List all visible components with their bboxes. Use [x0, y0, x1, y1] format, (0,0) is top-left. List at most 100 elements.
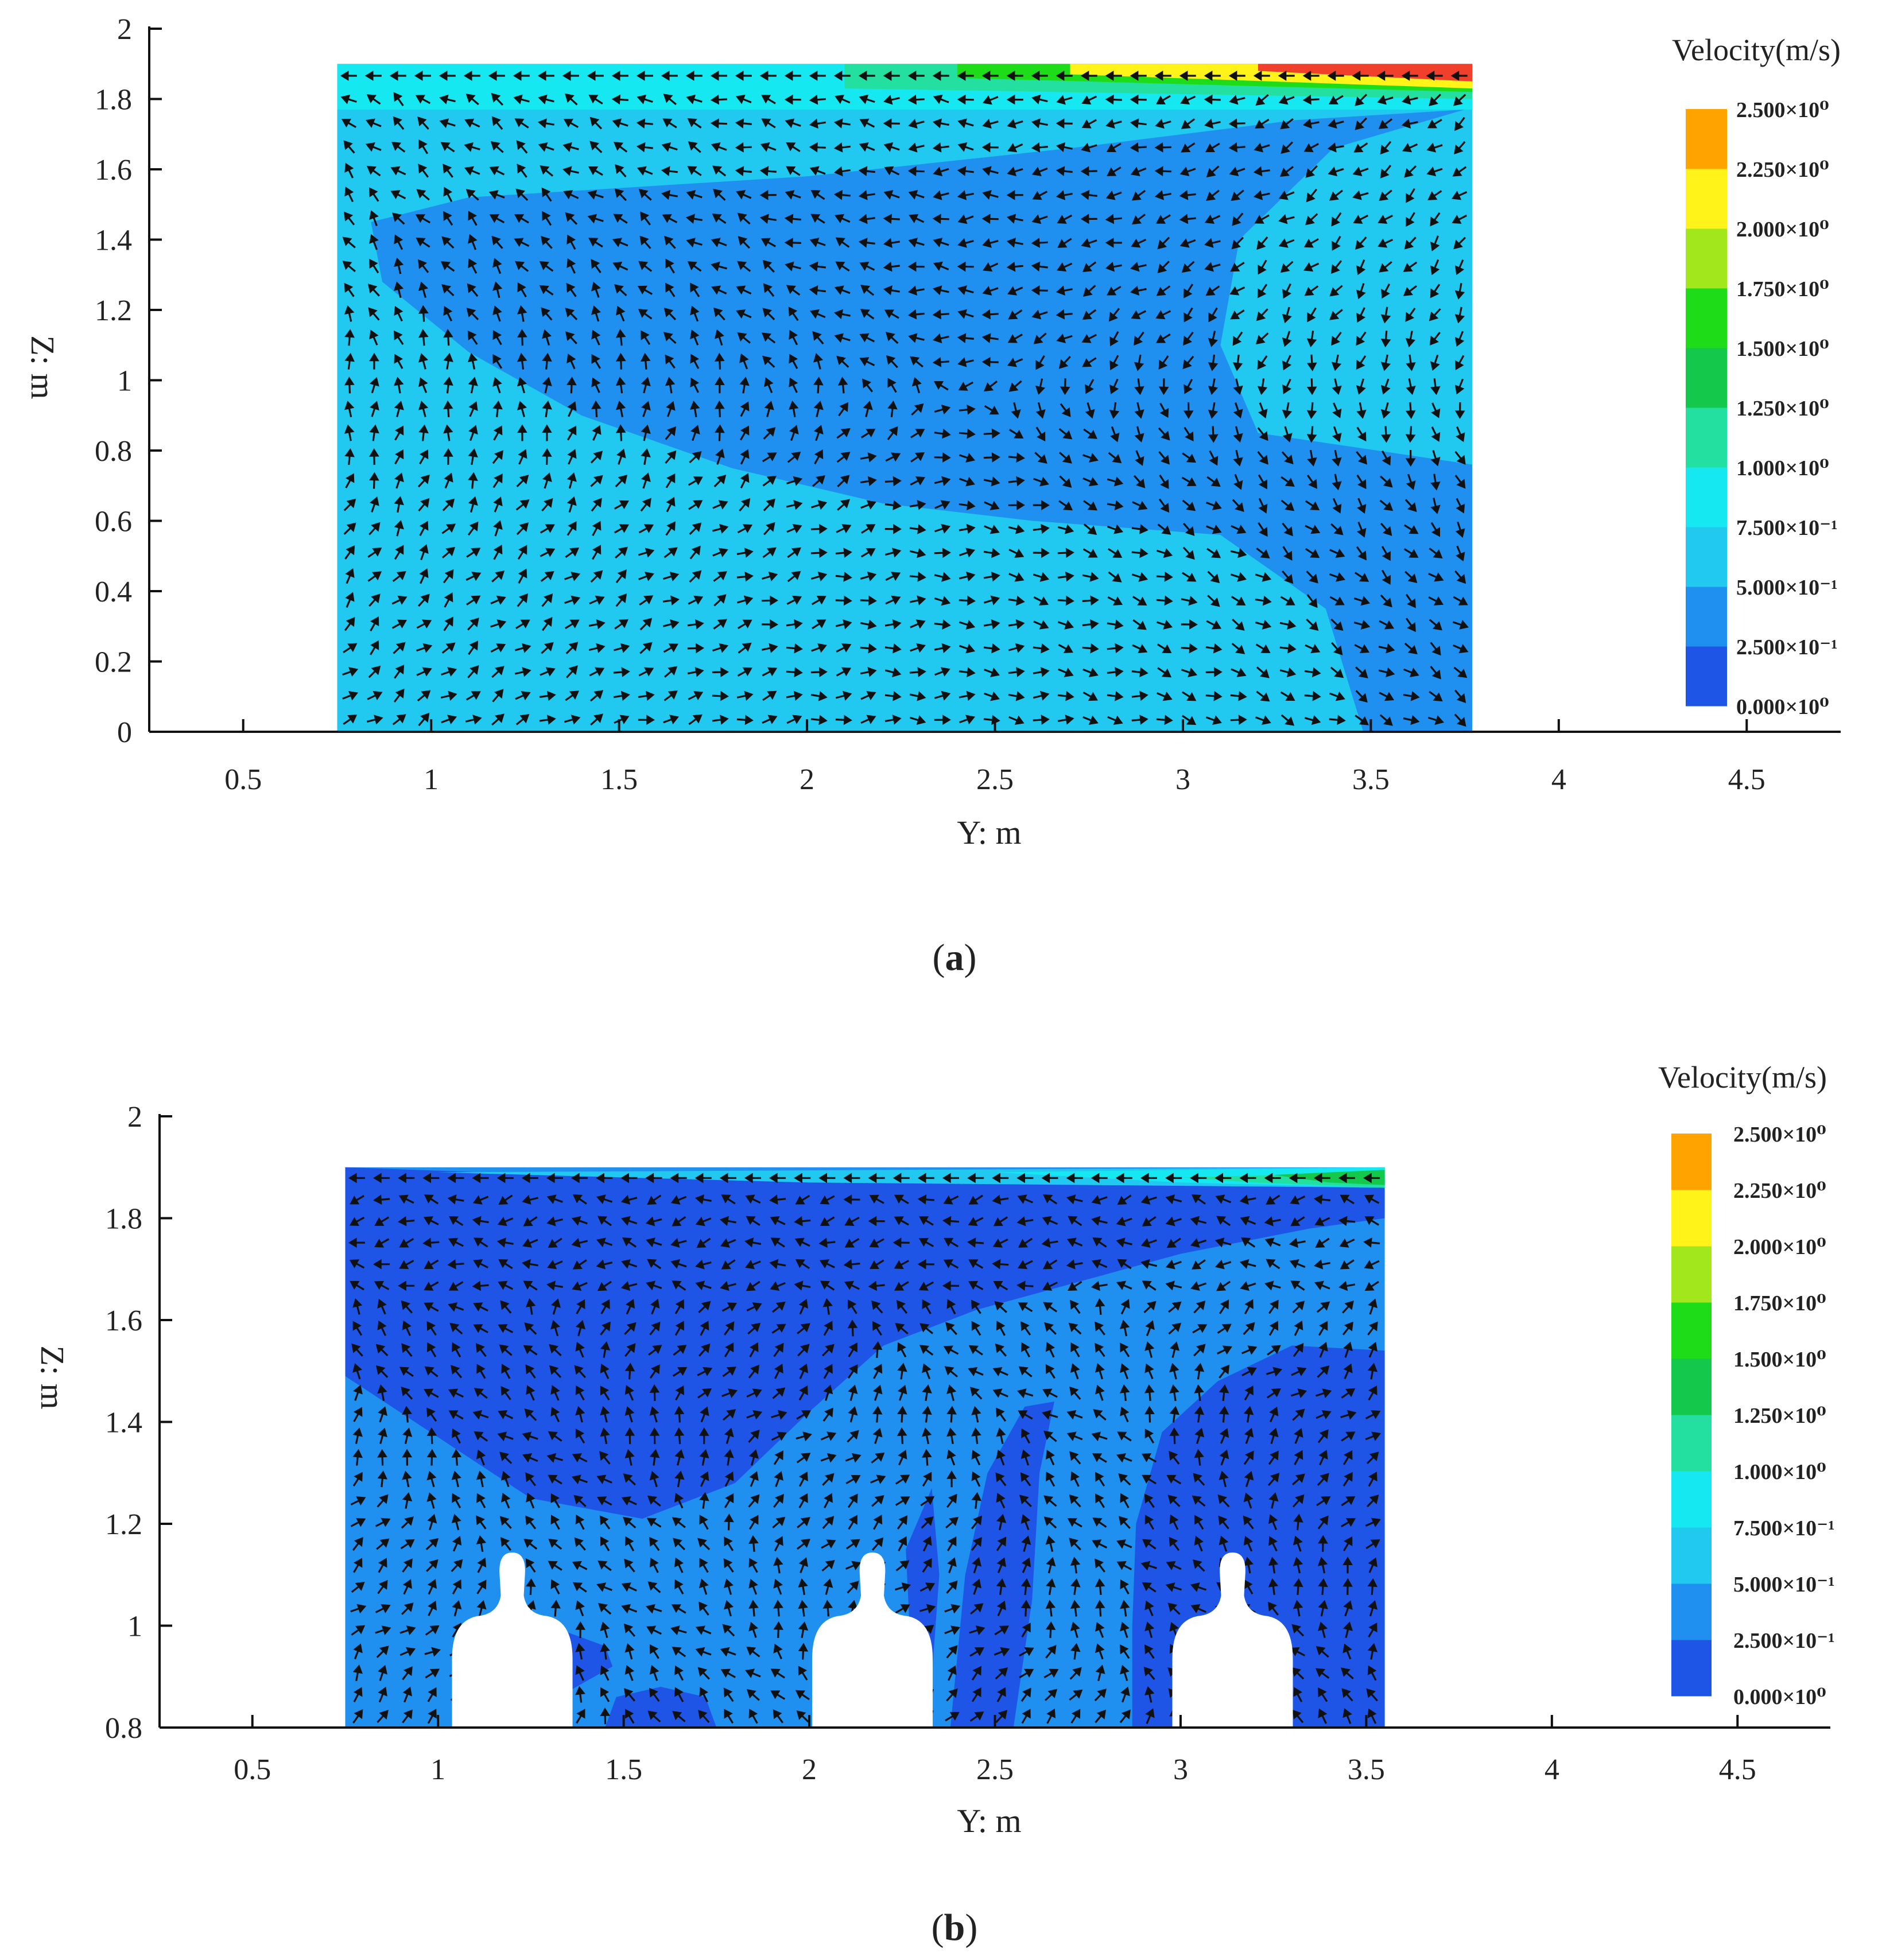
- vector-arrow: [1404, 236, 1417, 250]
- vector-head: [443, 211, 452, 221]
- vector-arrow: [391, 619, 408, 629]
- vector-arrow: [883, 190, 900, 200]
- vector-arrow: [1352, 166, 1369, 177]
- vector-arrow: [1380, 141, 1392, 155]
- vector-arrow: [589, 667, 605, 677]
- vector-arrow: [640, 352, 651, 370]
- vector-head: [449, 1322, 460, 1333]
- vector-arrow: [624, 1322, 637, 1335]
- vector-arrow: [515, 619, 530, 630]
- vector-arrow: [810, 667, 828, 677]
- vector-arrow: [624, 1643, 635, 1660]
- vector-arrow: [546, 1194, 563, 1205]
- vector-arrow: [549, 1344, 562, 1356]
- vector-arrow: [711, 261, 727, 271]
- vector-arrow: [541, 498, 553, 512]
- vector-head: [1130, 166, 1140, 177]
- vector-arrow: [1204, 94, 1221, 105]
- vector-head: [965, 643, 976, 654]
- vector-head: [967, 428, 976, 439]
- vector-arrow: [522, 1453, 538, 1463]
- vector-head: [596, 1237, 606, 1248]
- vector-arrow: [427, 1709, 437, 1724]
- vector-arrow: [738, 642, 752, 654]
- vector-arrow: [712, 643, 729, 653]
- vector-head: [662, 214, 672, 223]
- vector-head: [915, 428, 925, 438]
- vector-arrow: [623, 1473, 636, 1486]
- colorbar-label: 2.250×10⁰: [1736, 158, 1829, 182]
- vector-arrow: [468, 472, 478, 489]
- vector-arrow: [517, 164, 527, 178]
- vector-head: [689, 401, 700, 410]
- vector-arrow: [597, 1560, 612, 1571]
- vector-head: [1112, 453, 1122, 464]
- vector-arrow: [811, 643, 827, 653]
- vector-arrow: [1181, 572, 1197, 582]
- colorbar-band: [1686, 228, 1727, 289]
- vector-head: [474, 1388, 484, 1398]
- vector-head: [932, 142, 942, 153]
- vector-arrow: [496, 1173, 514, 1183]
- vector-arrow: [1081, 95, 1097, 105]
- vector-head: [591, 329, 601, 340]
- vector-head: [1352, 166, 1363, 177]
- vector-head: [1379, 191, 1389, 201]
- vector-arrow: [736, 571, 754, 582]
- vector-arrow: [809, 142, 826, 153]
- vector-head: [416, 237, 426, 247]
- vector-head: [344, 211, 354, 222]
- vector-head: [351, 1343, 361, 1353]
- vector-arrow: [566, 377, 577, 394]
- vector-arrow: [1379, 620, 1395, 630]
- vector-head: [966, 571, 976, 582]
- vector-arrow: [589, 117, 603, 130]
- vector-arrow: [1256, 666, 1270, 678]
- vector-arrow: [957, 118, 974, 129]
- vector-arrow: [377, 1298, 387, 1315]
- vector-arrow: [1257, 427, 1268, 441]
- vector-arrow: [784, 71, 801, 81]
- vector-head: [1181, 143, 1191, 153]
- vector-head: [542, 424, 552, 433]
- vector-arrow: [550, 1515, 560, 1530]
- vector-head: [813, 377, 824, 386]
- vector-head: [624, 1427, 635, 1436]
- vector-head: [517, 377, 527, 387]
- vector-arrow: [812, 475, 825, 487]
- vector-arrow: [859, 261, 875, 271]
- vector-head: [739, 353, 749, 363]
- vector-arrow: [1380, 522, 1392, 536]
- vector-head: [524, 1408, 534, 1418]
- vector-head: [1280, 144, 1291, 154]
- vector-head: [575, 1515, 585, 1525]
- vector-arrow: [496, 1237, 514, 1248]
- vector-head: [638, 261, 649, 270]
- vector-head: [398, 1216, 407, 1227]
- vector-arrow: [860, 452, 877, 463]
- vector-head: [513, 94, 523, 104]
- vector-arrow: [344, 448, 355, 465]
- vector-arrow: [1057, 262, 1073, 272]
- vector-head: [1405, 434, 1416, 443]
- vector-head: [661, 189, 671, 200]
- vector-arrow: [348, 1173, 365, 1183]
- vector-head: [566, 282, 576, 293]
- vector-head: [1380, 434, 1391, 443]
- vector-head: [1262, 595, 1272, 606]
- vector-arrow: [784, 94, 801, 105]
- vector-head: [1258, 479, 1268, 490]
- vector-arrow: [735, 142, 752, 153]
- vector-head: [982, 286, 992, 296]
- vector-head: [1213, 690, 1223, 701]
- velocity-field: [345, 1167, 1385, 1728]
- vector-arrow: [615, 475, 628, 488]
- vector-arrow: [1110, 426, 1120, 443]
- vector-arrow: [350, 1604, 367, 1614]
- vector-head: [1062, 478, 1072, 488]
- vector-head: [395, 642, 406, 652]
- vector-arrow: [1280, 499, 1295, 511]
- vector-head: [668, 643, 678, 653]
- vector-head: [1333, 526, 1344, 535]
- vector-arrow: [784, 238, 801, 248]
